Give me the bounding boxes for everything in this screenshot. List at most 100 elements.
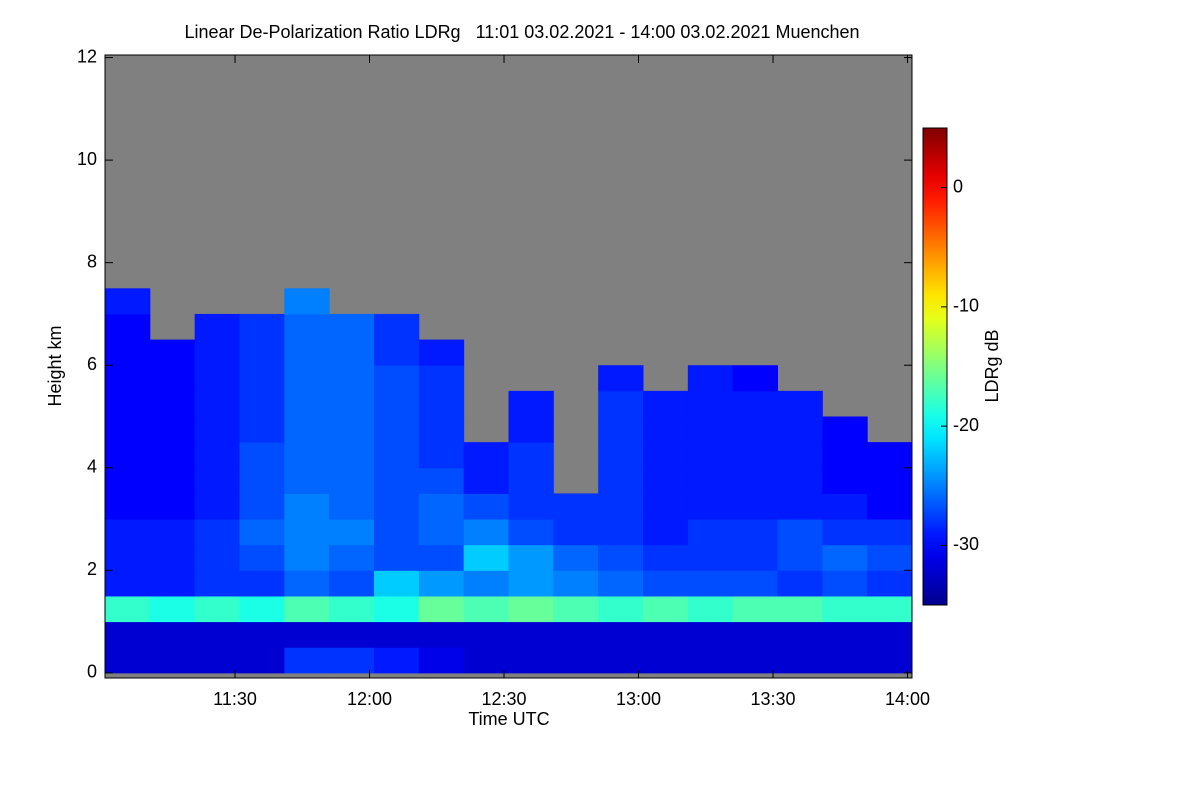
heatmap-cell [463, 519, 509, 546]
heatmap-cell [732, 595, 778, 623]
heatmap-cell [867, 621, 913, 648]
heatmap-cell [553, 595, 599, 623]
heatmap-cell [374, 339, 420, 366]
heatmap-cell [329, 365, 375, 392]
heatmap-cell [643, 621, 689, 648]
heatmap-cell [687, 647, 734, 674]
heatmap-cell [239, 313, 285, 341]
heatmap-cell [194, 313, 240, 341]
heatmap-cell [105, 416, 151, 443]
heatmap-cell [777, 390, 823, 417]
heatmap-cell [508, 416, 554, 443]
heatmap-cell [777, 467, 823, 494]
heatmap-cell [284, 595, 330, 623]
heatmap-cell [418, 519, 465, 546]
heatmap-cell [239, 390, 285, 417]
heatmap-cell [553, 544, 599, 571]
heatmap-cell [105, 647, 151, 674]
heatmap-cell [687, 493, 734, 520]
heatmap-cell [598, 621, 644, 648]
heatmap-cell [418, 621, 465, 648]
heatmap-cell [374, 570, 420, 597]
heatmap-cell [463, 595, 509, 623]
heatmap-cell [777, 493, 823, 520]
heatmap-cell [867, 467, 913, 494]
heatmap-cell [598, 390, 644, 417]
heatmap-cell [867, 544, 913, 571]
heatmap-cell [732, 416, 778, 443]
heatmap-cell [553, 570, 599, 597]
heatmap-cell [777, 647, 823, 674]
heatmap-cell [284, 621, 330, 648]
heatmap-cell [149, 647, 196, 674]
heatmap-cell [149, 390, 196, 417]
heatmap-cell [508, 467, 554, 494]
heatmap-cell [239, 442, 285, 469]
heatmap-cell [643, 416, 689, 443]
heatmap-cell [687, 570, 734, 597]
heatmap-cell [329, 442, 375, 469]
x-axis-label: Time UTC [468, 709, 549, 729]
heatmap-cell [418, 544, 465, 571]
heatmap-cell [284, 519, 330, 546]
heatmap-cell [194, 595, 240, 623]
heatmap-cell [239, 595, 285, 623]
heatmap-cell [687, 467, 734, 494]
heatmap-cell [822, 570, 868, 597]
heatmap-cell [329, 416, 375, 443]
heatmap-cell [508, 621, 554, 648]
heatmap-cell [239, 416, 285, 443]
colorbar-tick-label: -30 [953, 534, 979, 554]
heatmap-cell [374, 647, 420, 674]
heatmap-cell [867, 493, 913, 520]
heatmap-cell [867, 519, 913, 546]
x-tick-label: 12:30 [481, 689, 526, 709]
heatmap-cell [374, 313, 420, 341]
heatmap-cell [418, 442, 465, 469]
heatmap-cell [329, 595, 375, 623]
heatmap-cell [643, 390, 689, 417]
heatmap-cell [598, 442, 644, 469]
heatmap-cell [777, 416, 823, 443]
heatmap-cell [418, 339, 465, 366]
heatmap-cell [149, 365, 196, 392]
heatmap-cell [105, 519, 151, 546]
y-tick-label: 8 [87, 251, 97, 271]
heatmap-cell [105, 390, 151, 417]
heatmap-cell [149, 442, 196, 469]
colorbar [922, 127, 948, 606]
heatmap-cell [598, 544, 644, 571]
heatmap-cell [149, 621, 196, 648]
y-tick-label: 10 [77, 149, 97, 169]
heatmap-cell [822, 493, 868, 520]
colorbar-tick-label: -20 [953, 415, 979, 435]
heatmap-cell [329, 621, 375, 648]
x-tick-label: 13:30 [750, 689, 795, 709]
heatmap-cell [508, 595, 554, 623]
heatmap-cell [822, 647, 868, 674]
heatmap-cell [777, 595, 823, 623]
heatmap-cell [239, 365, 285, 392]
heatmap-cell [194, 442, 240, 469]
heatmap-cell [329, 647, 375, 674]
heatmap-cell [374, 365, 420, 392]
heatmap-cell [643, 519, 689, 546]
chart-title: Linear De-Polarization Ratio LDRg 11:01 … [184, 22, 859, 42]
heatmap-cell [598, 416, 644, 443]
heatmap-cell [149, 416, 196, 443]
heatmap-cell [643, 544, 689, 571]
y-tick-label: 12 [77, 46, 97, 66]
heatmap-cell [284, 339, 330, 366]
heatmap-cell [284, 390, 330, 417]
heatmap-cell [284, 493, 330, 520]
plot-frame [104, 54, 913, 679]
heatmap-cell [284, 467, 330, 494]
colorbar-tick-label: -10 [953, 296, 979, 316]
heatmap-cell [867, 595, 913, 623]
heatmap-cell [105, 288, 151, 315]
heatmap-cell [149, 339, 196, 366]
heatmap-cell [105, 339, 151, 366]
y-tick-label: 2 [87, 559, 97, 579]
heatmap-cell [284, 544, 330, 571]
heatmap-cell [463, 467, 509, 494]
